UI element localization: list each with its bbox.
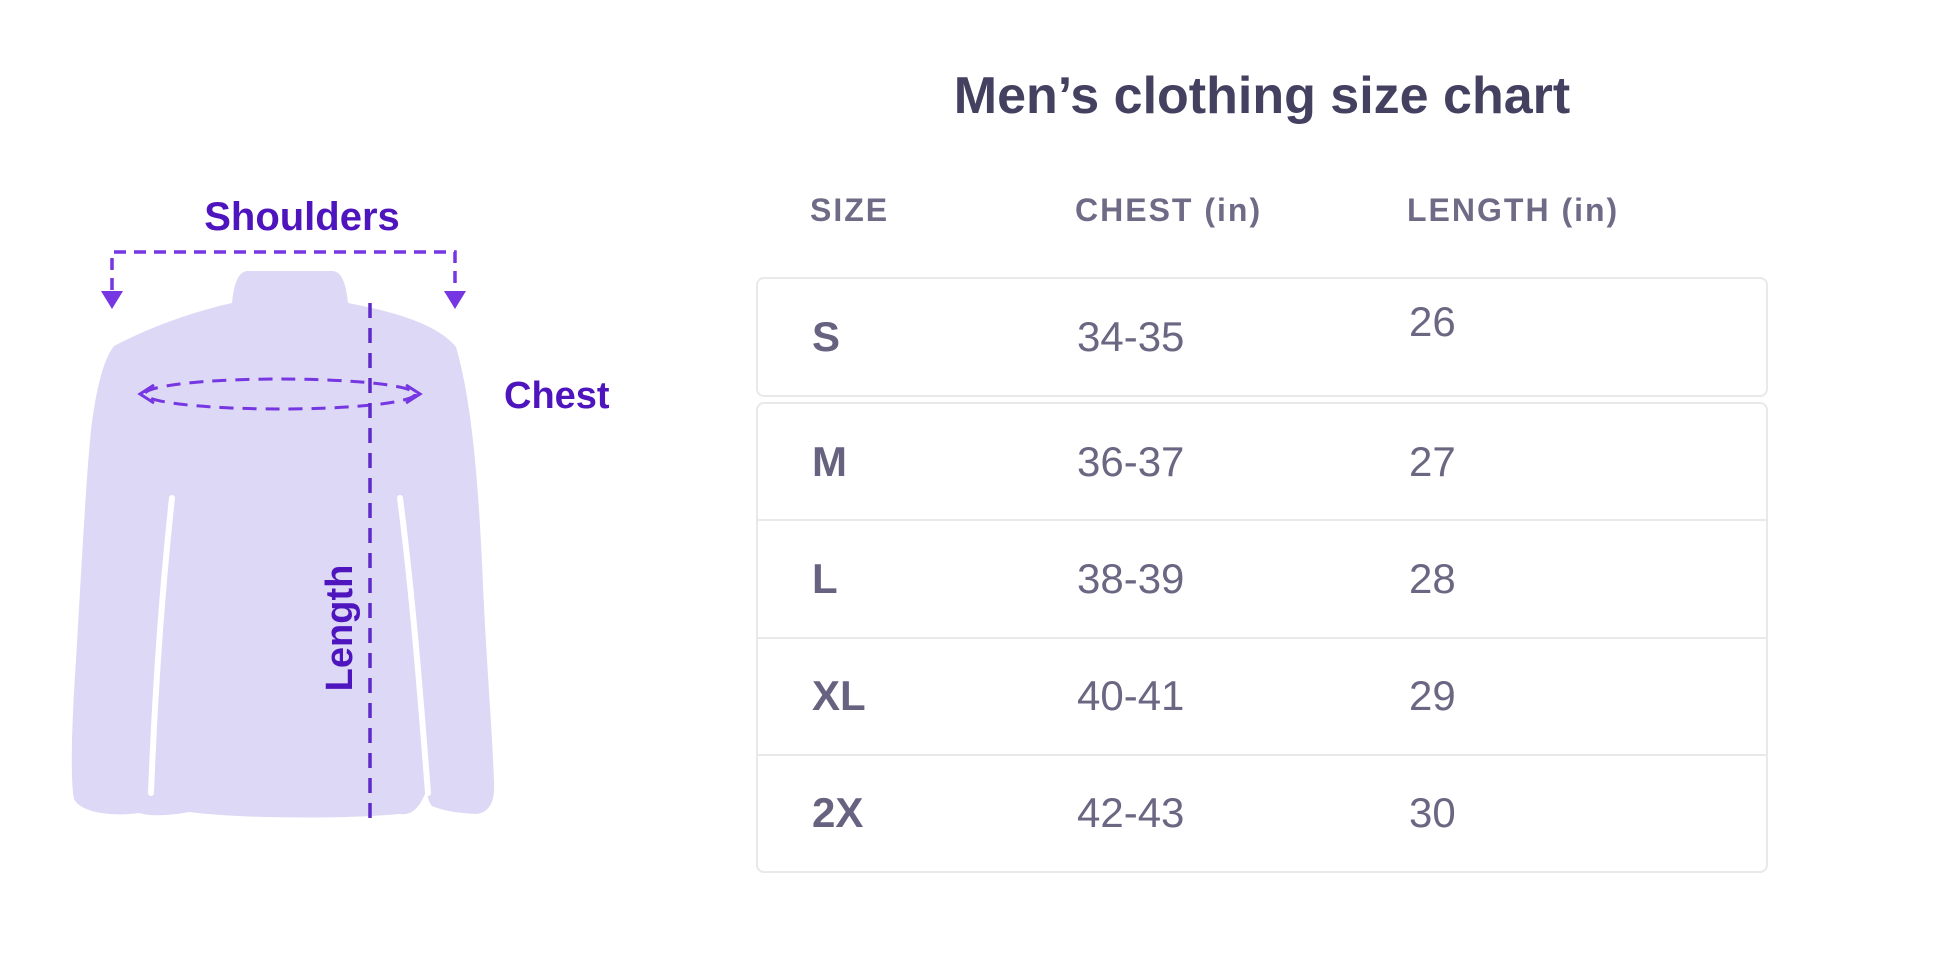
length-cell: 28 <box>1409 554 1456 602</box>
table-card-rest: M 36-37 27 L 38-39 28 XL 40-41 29 2X 42-… <box>756 402 1768 873</box>
chest-arrowhead-left <box>137 383 155 405</box>
chest-arrowhead-right <box>405 383 423 405</box>
shirt-silhouette <box>71 271 495 818</box>
length-cell: 26 <box>1409 298 1456 345</box>
chest-cell: 36-37 <box>1077 437 1185 485</box>
chest-cell: 42-43 <box>1077 789 1185 837</box>
length-cell: 29 <box>1409 672 1456 720</box>
table-card-s: S 34-35 26 <box>756 277 1768 397</box>
shirt-measurement-diagram: Shoulders Chest Length <box>71 195 610 820</box>
sleeve-seam-left <box>148 495 175 796</box>
chest-label: Chest <box>504 375 610 417</box>
length-cell: 30 <box>1409 789 1456 837</box>
size-cell: 2X <box>812 789 864 837</box>
size-cell: M <box>812 437 847 485</box>
table-row: 2X 42-43 30 <box>758 753 1766 871</box>
table-row: XL 40-41 29 <box>758 636 1766 754</box>
table-row: L 38-39 28 <box>758 519 1766 636</box>
size-cell: XL <box>812 672 866 720</box>
table-row: M 36-37 27 <box>758 404 1766 519</box>
length-label: Length <box>319 565 361 692</box>
chest-cell: 40-41 <box>1077 672 1185 720</box>
size-cell: L <box>812 554 838 602</box>
size-table: Men’s clothing size chart SIZE CHEST (in… <box>756 66 1768 926</box>
length-cell: 27 <box>1409 437 1456 485</box>
shoulders-label: Shoulders <box>204 195 400 239</box>
column-header-length: LENGTH (in) <box>1407 192 1620 228</box>
chart-title: Men’s clothing size chart <box>953 67 1571 125</box>
chest-cell: 34-35 <box>1077 313 1185 360</box>
column-header-chest: CHEST (in) <box>1075 192 1263 228</box>
table-row: S 34-35 26 <box>758 279 1766 395</box>
sleeve-seam-right <box>397 495 431 796</box>
chest-measure-ellipse <box>143 377 417 411</box>
chest-cell: 38-39 <box>1077 554 1185 602</box>
shoulders-bracket <box>110 250 457 290</box>
column-header-size: SIZE <box>810 192 890 228</box>
table-header-row: SIZE CHEST (in) LENGTH (in) <box>756 192 1768 229</box>
shoulder-arrowhead-left <box>101 291 123 309</box>
size-cell: S <box>812 313 841 360</box>
shoulder-arrowhead-right <box>444 291 466 309</box>
